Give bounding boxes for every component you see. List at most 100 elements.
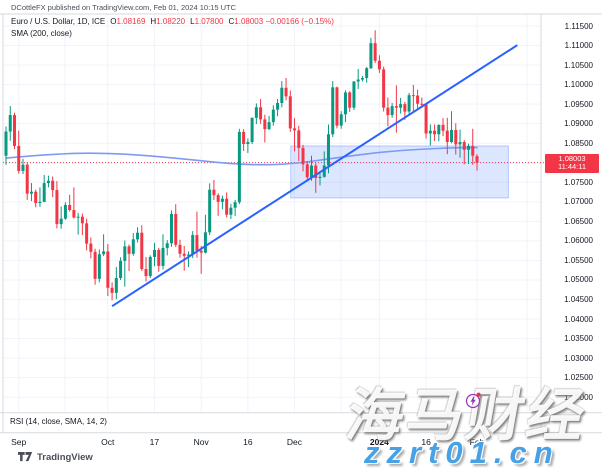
candle[interactable] (369, 37, 373, 69)
candle[interactable] (12, 112, 16, 150)
candle[interactable] (34, 189, 38, 208)
candle[interactable] (8, 106, 12, 141)
candle[interactable] (55, 181, 59, 229)
candle[interactable] (157, 247, 161, 272)
candle[interactable] (462, 140, 466, 165)
candle[interactable] (411, 85, 415, 112)
candle[interactable] (267, 115, 271, 130)
candle[interactable] (360, 76, 364, 82)
candle[interactable] (280, 81, 284, 108)
candle[interactable] (475, 154, 479, 171)
candle[interactable] (373, 30, 377, 64)
candles-layer[interactable] (4, 30, 479, 301)
candle[interactable] (199, 245, 203, 274)
candle[interactable] (144, 256, 148, 282)
candle[interactable] (89, 237, 93, 259)
candle[interactable] (416, 89, 420, 110)
candle[interactable] (428, 124, 432, 146)
candle[interactable] (424, 102, 428, 139)
candle[interactable] (148, 255, 152, 279)
candle[interactable] (76, 212, 80, 235)
candle[interactable] (326, 124, 330, 174)
candle[interactable] (21, 158, 25, 175)
candle[interactable] (51, 176, 55, 198)
candle[interactable] (445, 117, 449, 155)
candle[interactable] (348, 91, 352, 112)
candle[interactable] (365, 67, 369, 83)
candle[interactable] (140, 225, 144, 271)
candle[interactable] (288, 90, 292, 132)
candle[interactable] (17, 130, 21, 174)
candle[interactable] (377, 55, 381, 73)
candle[interactable] (339, 111, 343, 129)
candle[interactable] (29, 183, 33, 202)
candle[interactable] (220, 195, 224, 210)
candle[interactable] (433, 124, 437, 141)
candle[interactable] (467, 143, 471, 164)
candle[interactable] (305, 161, 309, 181)
candle[interactable] (382, 66, 386, 112)
candle[interactable] (454, 123, 458, 155)
candle[interactable] (441, 118, 445, 137)
candle[interactable] (80, 213, 84, 236)
candle[interactable] (399, 97, 403, 114)
candle[interactable] (318, 171, 322, 186)
tradingview-brand[interactable]: TradingView (18, 451, 93, 463)
candle[interactable] (437, 124, 441, 142)
candle[interactable] (271, 105, 275, 126)
candle[interactable] (450, 111, 454, 144)
candle[interactable] (301, 144, 305, 172)
candle[interactable] (186, 251, 190, 268)
candle[interactable] (390, 102, 394, 118)
candle[interactable] (38, 187, 42, 207)
candle[interactable] (284, 77, 288, 101)
candle[interactable] (169, 210, 173, 247)
candle[interactable] (46, 175, 50, 188)
candle[interactable] (343, 90, 347, 123)
candle[interactable] (85, 218, 89, 251)
candle[interactable] (42, 174, 46, 203)
candle[interactable] (356, 68, 360, 89)
candle[interactable] (276, 99, 280, 117)
candle[interactable] (254, 103, 258, 125)
candle[interactable] (216, 193, 220, 216)
candle[interactable] (123, 240, 127, 287)
candle[interactable] (102, 234, 106, 257)
candle[interactable] (250, 117, 254, 145)
candle[interactable] (331, 81, 335, 137)
candle[interactable] (208, 183, 212, 236)
candle[interactable] (394, 85, 398, 133)
candle[interactable] (59, 206, 63, 229)
candle[interactable] (136, 227, 140, 243)
candle[interactable] (72, 187, 76, 219)
candle[interactable] (259, 99, 263, 124)
candle[interactable] (314, 162, 318, 193)
candle[interactable] (263, 114, 267, 143)
candle[interactable] (165, 240, 169, 256)
candle[interactable] (293, 118, 297, 152)
candle[interactable] (195, 211, 199, 258)
candle[interactable] (68, 194, 72, 212)
candle[interactable] (127, 244, 131, 271)
candle[interactable] (110, 282, 114, 301)
candle[interactable] (471, 128, 475, 165)
candle[interactable] (114, 267, 118, 300)
last-price-badge[interactable]: 1.08003 11:44:11 (545, 153, 599, 173)
candle[interactable] (335, 86, 339, 129)
candle[interactable] (106, 244, 110, 297)
sma-200-line[interactable] (5, 146, 478, 166)
candle[interactable] (178, 239, 182, 258)
candle[interactable] (322, 151, 326, 178)
candle[interactable] (97, 249, 101, 283)
candle[interactable] (386, 97, 390, 127)
candle[interactable] (4, 126, 8, 165)
candle[interactable] (93, 248, 97, 285)
candle[interactable] (458, 129, 462, 158)
candle[interactable] (63, 202, 67, 220)
candle[interactable] (242, 129, 246, 152)
candle[interactable] (25, 162, 29, 200)
candle[interactable] (237, 128, 241, 205)
candle[interactable] (119, 257, 123, 280)
candle[interactable] (229, 203, 233, 220)
